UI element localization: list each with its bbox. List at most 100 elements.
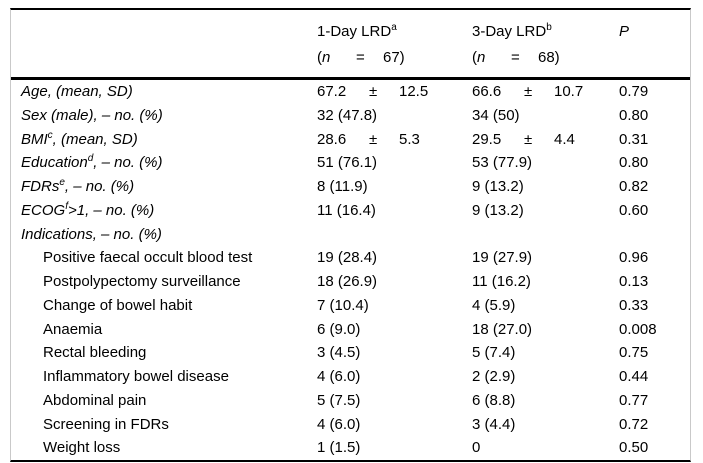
value-3day: 66.6 ±10.7 (472, 80, 619, 104)
p-value: 0.96 (619, 249, 649, 267)
value-3day: 0 (472, 439, 481, 457)
value-1day: 51 (76.1) (317, 154, 378, 172)
table-row: Rectal bleeding 3 (4.5) 5 (7.4) 0.75 (11, 341, 690, 365)
row-label: Indications, – no. (%) (21, 225, 162, 243)
table-header: 1-Day LRDa (n = 67) 3-Day LRDb (n = 68) … (11, 10, 690, 80)
value-1day: 19 (28.4) (317, 249, 378, 267)
table-row: Abdominal pain 5 (7.5) 6 (8.8) 0.77 (11, 389, 690, 413)
value-3day: 2 (2.9) (472, 368, 516, 385)
p-value: 0.77 (619, 391, 649, 409)
value-1day: 18 (26.9) (317, 273, 378, 290)
p-value: 0.008 (619, 320, 657, 338)
p-value: 0.82 (619, 178, 649, 195)
table-row: Weight loss 1 (1.5) 0 0.50 (11, 436, 690, 460)
row-label: Positive faecal occult blood test (43, 249, 253, 267)
comparison-table: 1-Day LRDa (n = 67) 3-Day LRDb (n = 68) … (10, 8, 691, 462)
table-row: Indications, – no. (%) (11, 223, 690, 247)
value-3day: 4 (5.9) (472, 296, 516, 314)
header-col-p: P (619, 23, 630, 40)
row-label: Age, (mean, SD) (21, 83, 133, 100)
row-label: Sex (male), – no. (%) (21, 106, 163, 124)
value-3day: 29.5 ±4.4 (472, 128, 619, 152)
value-1day: 3 (4.5) (317, 344, 361, 362)
table-body: Age, (mean, SD) 67.2 ±12.5 66.6 ±10.7 0.79 Sex… (11, 80, 690, 460)
table-row: Anaemia 6 (9.0) 18 (27.0) 0.008 (11, 318, 690, 342)
row-label: Screening in FDRs (43, 415, 169, 433)
p-value: 0.75 (619, 344, 649, 362)
value-1day: 8 (11.9) (317, 178, 368, 195)
value-1day (317, 223, 472, 247)
value-3day: 9 (13.2) (472, 201, 524, 219)
value-3day: 6 (8.8) (472, 391, 516, 409)
p-value: 0.44 (619, 368, 649, 385)
footnote-marker-e: e (59, 177, 65, 188)
row-label: Postpolypectomy surveillance (43, 273, 241, 290)
value-1day: 4 (6.0) (317, 415, 361, 433)
value-3day: 11 (16.2) (472, 273, 531, 290)
plus-minus-symbol: ± (524, 130, 533, 148)
row-label: Weight loss (43, 439, 121, 457)
p-value: 0.80 (619, 106, 649, 124)
table-row: Sex (male), – no. (%) 32 (47.8) 34 (50) 0.8… (11, 104, 690, 128)
footnote-marker-c: c (47, 129, 53, 141)
value-1day: 32 (47.8) (317, 106, 378, 124)
value-3day: 19 (27.9) (472, 249, 533, 267)
footnote-marker-a: a (391, 22, 397, 33)
value-3day: 53 (77.9) (472, 154, 533, 172)
value-1day: 28.6 ±5.3 (317, 128, 472, 152)
p-value: 0.33 (619, 296, 649, 314)
p-value: 0.80 (619, 154, 649, 172)
footnote-marker-d: d (87, 153, 94, 165)
p-value: 0.31 (619, 130, 649, 148)
value-1day: 7 (10.4) (317, 296, 369, 314)
value-1day: 67.2 ±12.5 (317, 80, 472, 104)
footnote-marker-b: b (546, 22, 552, 33)
table-row: ECOGf>1, – no. (%) 11 (16.4) 9 (13.2) 0.60 (11, 199, 690, 223)
value-1day: 5 (7.5) (317, 391, 361, 409)
row-label: Abdominal pain (43, 391, 147, 409)
table-row: BMIc, (mean, SD) 28.6 ±5.3 29.5 ±4.4 0.31 (11, 128, 690, 152)
value-3day (472, 223, 619, 247)
table-row: Age, (mean, SD) 67.2 ±12.5 66.6 ±10.7 0.79 (11, 80, 690, 104)
value-1day: 11 (16.4) (317, 201, 376, 219)
plus-minus-symbol: ± (524, 83, 533, 100)
row-label: BMIc, (mean, SD) (21, 129, 138, 148)
plus-minus-symbol: ± (369, 83, 378, 100)
value-1day: 4 (6.0) (317, 368, 361, 385)
p-value: 0.50 (619, 439, 649, 457)
row-label: Anaemia (43, 320, 103, 338)
table-row: Positive faecal occult blood test 19 (28.… (11, 246, 690, 270)
value-3day: 3 (4.4) (472, 415, 516, 433)
row-label: Inflammatory bowel disease (43, 368, 229, 385)
table-row: Change of bowel habit 7 (10.4) 4 (5.9) 0.33 (11, 294, 690, 318)
value-3day: 18 (27.0) (472, 320, 533, 338)
header-3day-title: 3-Day LRDb (472, 22, 552, 41)
value-1day: 1 (1.5) (317, 439, 361, 457)
p-value: 0.13 (619, 273, 649, 290)
table-row: Screening in FDRs 4 (6.0) 3 (4.4) 0.72 (11, 413, 690, 437)
table-row: FDRse, – no. (%) 8 (11.9) 9 (13.2) 0.82 (11, 175, 690, 199)
p-value: 0.72 (619, 415, 649, 433)
value-3day: 34 (50) (472, 106, 520, 124)
row-label: Change of bowel habit (43, 296, 193, 314)
row-label: Educationd, – no. (%) (21, 153, 163, 172)
header-col-3day: 3-Day LRDb (n = 68) (472, 19, 619, 71)
value-1day: 6 (9.0) (317, 320, 361, 338)
value-3day: 5 (7.4) (472, 344, 516, 362)
value-3day: 9 (13.2) (472, 178, 524, 195)
p-value (619, 223, 690, 247)
table-row: Inflammatory bowel disease 4 (6.0) 2 (2.9)… (11, 365, 690, 389)
plus-minus-symbol: ± (369, 130, 378, 148)
row-label: FDRse, – no. (%) (21, 177, 135, 196)
footnote-marker-f: f (65, 200, 68, 212)
p-value: 0.60 (619, 201, 649, 219)
table-row: Educationd, – no. (%) 51 (76.1) 53 (77.9) 0… (11, 151, 690, 175)
header-col-1day: 1-Day LRDa (n = 67) (317, 19, 472, 71)
header-1day-n: (n = 67) (317, 49, 405, 66)
header-3day-n: (n = 68) (472, 49, 560, 66)
header-1day-title: 1-Day LRDa (317, 22, 397, 41)
table-row: Postpolypectomy surveillance 18 (26.9) 11 … (11, 270, 690, 294)
p-value: 0.79 (619, 83, 649, 100)
row-label: Rectal bleeding (43, 344, 147, 362)
